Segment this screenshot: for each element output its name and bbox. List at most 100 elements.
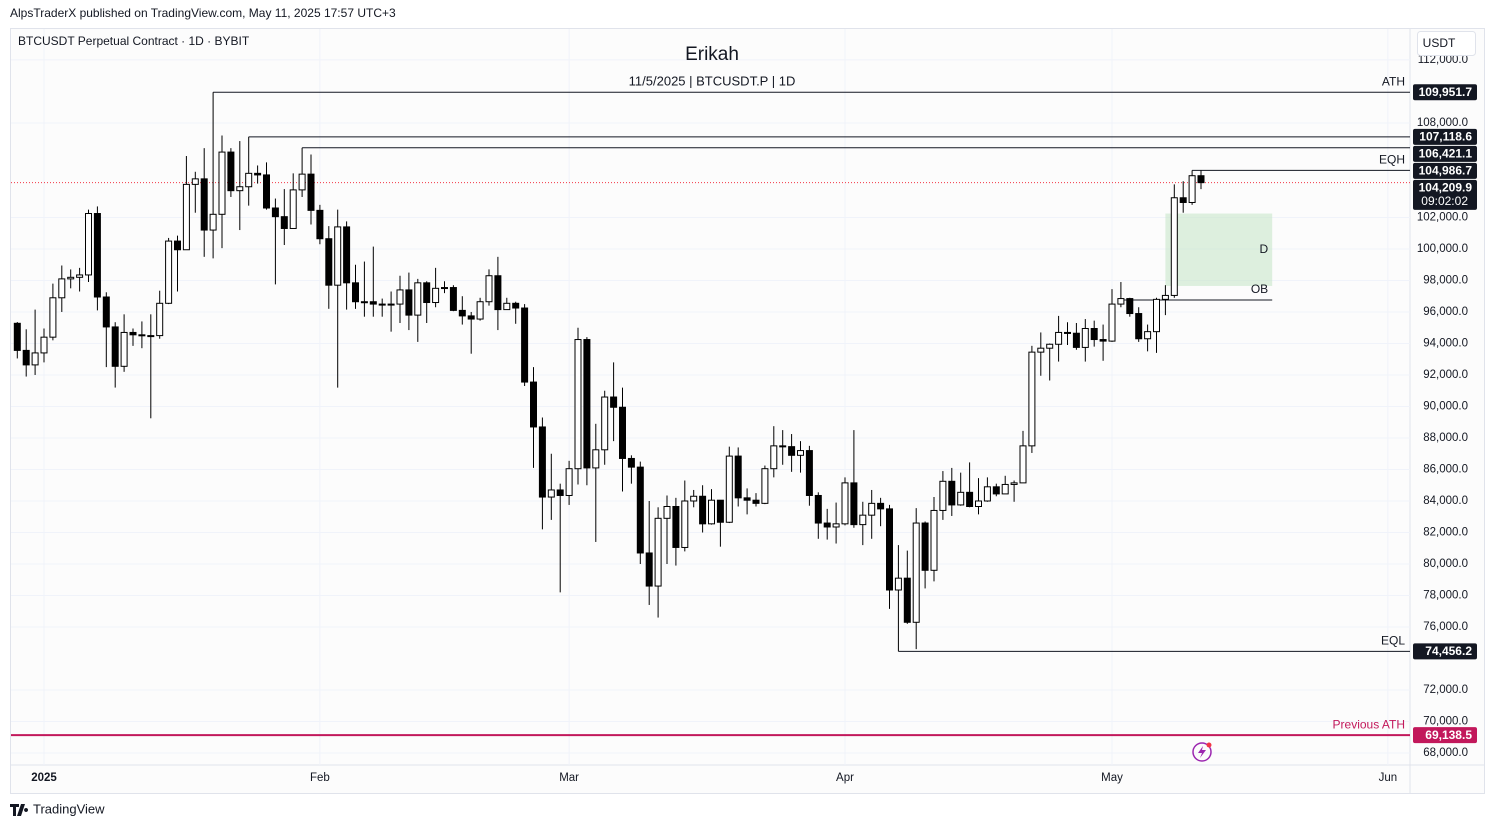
candle-body xyxy=(449,287,457,311)
candle-body xyxy=(1046,343,1054,349)
zone-label: D xyxy=(1260,242,1269,256)
candle-body xyxy=(1064,331,1071,334)
candle-body xyxy=(583,339,591,469)
y-tick-label: 80,000.0 xyxy=(1423,558,1468,570)
candle-body xyxy=(716,499,724,523)
chart-title: Erikah xyxy=(685,44,739,65)
candle-body xyxy=(423,282,431,304)
candle-body xyxy=(58,278,66,299)
currency-button[interactable] xyxy=(1417,31,1476,56)
y-tick-label: 82,000.0 xyxy=(1423,527,1468,539)
candle-body xyxy=(316,209,324,240)
candle-body xyxy=(565,468,573,496)
x-tick-label: Apr xyxy=(836,772,854,784)
candle-body xyxy=(832,523,840,528)
candle-body xyxy=(396,289,404,305)
countdown-label: 09:02:02 xyxy=(1421,194,1468,208)
candle-body xyxy=(1055,331,1063,345)
candle-body xyxy=(1153,298,1160,333)
candle-body xyxy=(645,552,653,587)
x-tick-label: Mar xyxy=(559,772,579,784)
candle-body xyxy=(574,339,582,470)
y-tick-label: 68,000.0 xyxy=(1423,747,1468,759)
price-label: 104,209.9 xyxy=(1419,180,1473,194)
candle-body xyxy=(325,238,333,286)
candle-body xyxy=(930,509,938,571)
candle-body xyxy=(957,491,965,506)
candle-body xyxy=(610,396,618,408)
candle-body xyxy=(627,457,635,468)
candle-body xyxy=(761,468,769,504)
candle-body xyxy=(912,522,920,623)
candle-body xyxy=(1072,332,1080,348)
candle-body xyxy=(752,499,760,504)
candle-body xyxy=(708,499,715,525)
candle-body xyxy=(476,301,484,320)
candle-body xyxy=(877,502,885,510)
candle-body xyxy=(868,502,876,516)
candle-body xyxy=(343,226,351,284)
candle-body xyxy=(67,276,75,280)
currency-label[interactable]: USDT xyxy=(1423,36,1456,50)
y-tick-label: 98,000.0 xyxy=(1423,274,1468,286)
candle-body xyxy=(280,216,288,229)
candle-body xyxy=(903,577,911,623)
x-tick-label: Feb xyxy=(310,772,330,784)
candle-body xyxy=(40,336,48,354)
candle-body xyxy=(13,322,21,351)
candle-body xyxy=(814,494,822,524)
candle-body xyxy=(636,466,644,554)
candle-body xyxy=(805,450,813,496)
y-tick-label: 92,000.0 xyxy=(1423,369,1468,381)
candle-body xyxy=(405,289,413,316)
price-label-box xyxy=(1413,84,1477,101)
y-tick-label: 76,000.0 xyxy=(1423,621,1468,633)
candle-body xyxy=(245,172,253,188)
y-tick-label: 78,000.0 xyxy=(1423,590,1468,602)
candle-body xyxy=(209,213,217,231)
candle-body xyxy=(966,491,974,508)
y-tick-label: 96,000.0 xyxy=(1423,306,1468,318)
candle-body xyxy=(378,303,386,306)
candle-body xyxy=(619,406,626,459)
candle-body xyxy=(1090,328,1098,341)
candle-body xyxy=(218,151,226,215)
y-tick-label: 94,000.0 xyxy=(1423,338,1468,350)
y-tick-label: 70,000.0 xyxy=(1423,716,1468,728)
candle-body xyxy=(156,302,164,337)
candle-body xyxy=(236,186,244,192)
y-tick-label: 72,000.0 xyxy=(1423,684,1468,696)
candle-body xyxy=(690,495,698,502)
candle-body xyxy=(556,489,564,496)
candle-body xyxy=(699,495,707,525)
y-tick-label: 86,000.0 xyxy=(1423,464,1468,476)
candle-body xyxy=(165,240,173,304)
candle-body xyxy=(49,297,57,338)
candle-body xyxy=(521,307,529,383)
candle-body xyxy=(743,497,751,501)
price-label-box xyxy=(1413,179,1477,210)
candle-body xyxy=(414,282,422,316)
candle-body xyxy=(1001,483,1009,495)
candle-body xyxy=(1179,197,1187,203)
candle-body xyxy=(93,213,101,298)
candle-body xyxy=(111,326,119,367)
y-tick-label: 90,000.0 xyxy=(1423,401,1468,413)
tv-logo xyxy=(10,804,29,816)
candle-body xyxy=(494,275,502,311)
candle-body xyxy=(894,577,902,591)
publisher: AlpsTraderX published on TradingView.com… xyxy=(10,6,396,20)
candle-body xyxy=(271,207,279,218)
candle-body xyxy=(1188,175,1196,203)
candle-body xyxy=(538,426,546,498)
price-label-box xyxy=(1413,145,1477,162)
candle-body xyxy=(1108,303,1116,342)
candle-body xyxy=(779,445,787,448)
candle-body xyxy=(22,349,30,366)
candle-body xyxy=(102,296,110,328)
candle-body xyxy=(147,335,155,338)
x-tick-label: May xyxy=(1101,772,1123,784)
alert-icon[interactable] xyxy=(1192,742,1212,762)
candle-body xyxy=(334,226,342,286)
